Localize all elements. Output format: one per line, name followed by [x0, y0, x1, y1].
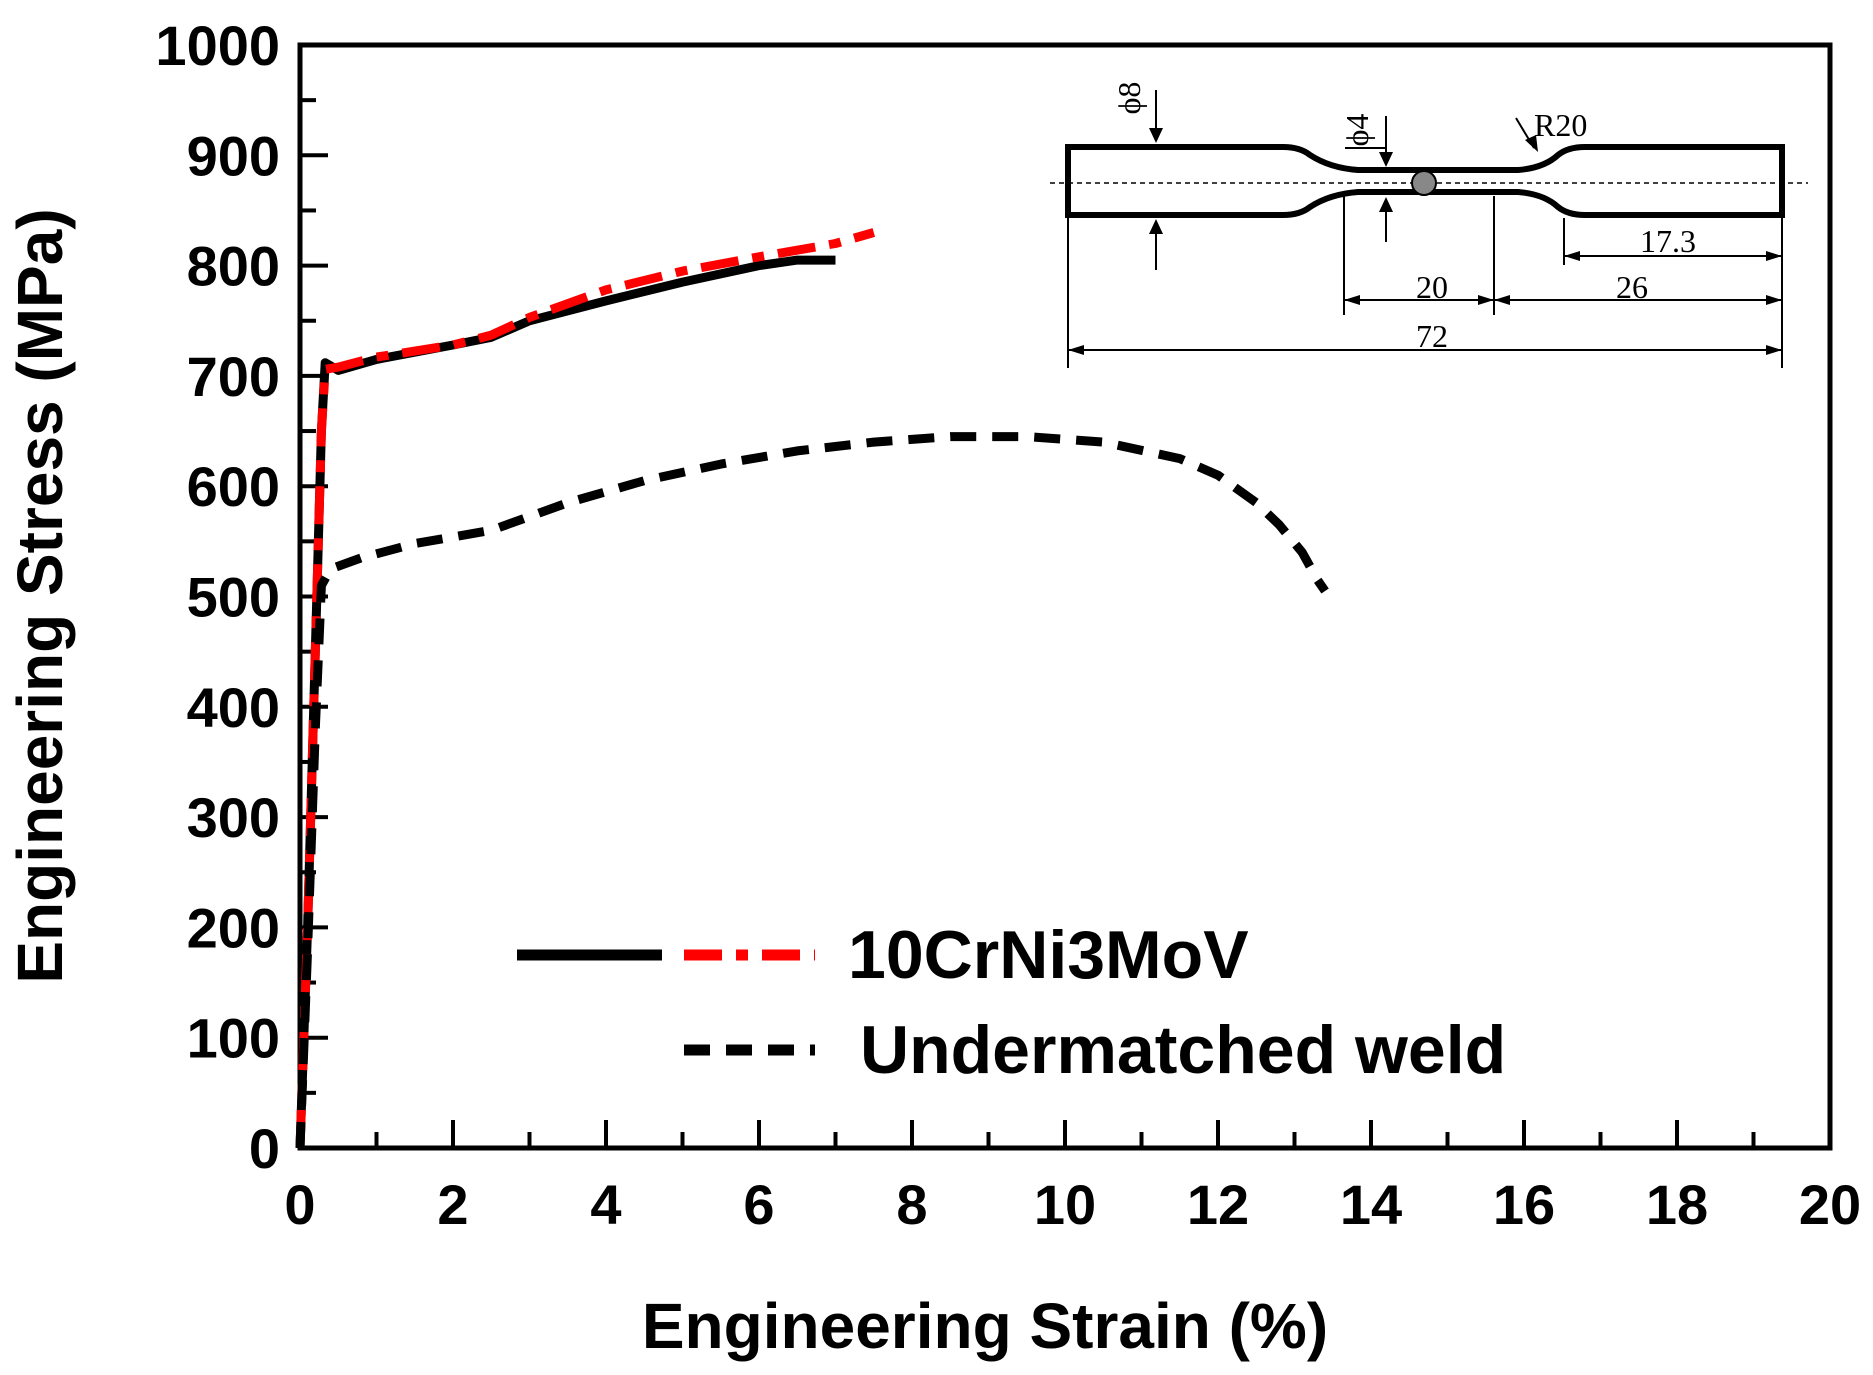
x-tick-label: 2 — [437, 1173, 468, 1236]
x-axis-tick-labels: 0 2 4 6 8 10 12 14 16 18 20 — [284, 1173, 1861, 1236]
x-tick-label: 6 — [743, 1173, 774, 1236]
dim-label-72: 72 — [1416, 318, 1448, 354]
x-tick-label: 18 — [1646, 1173, 1708, 1236]
y-tick-label: 900 — [187, 124, 280, 187]
series-layer — [295, 228, 1329, 1149]
dim-label-17-3: 17.3 — [1640, 223, 1696, 259]
series-line-base-solid — [295, 255, 836, 1149]
y-tick-label: 0 — [249, 1117, 280, 1180]
x-axis-ticks — [298, 1120, 1832, 1148]
legend-label-undermatched-weld: Undermatched weld — [860, 1012, 1506, 1088]
series-line-base-dashdot — [295, 228, 876, 1149]
x-tick-label: 10 — [1034, 1173, 1096, 1236]
y-tick-label: 200 — [187, 896, 280, 959]
y-tick-label: 700 — [187, 345, 280, 408]
x-axis-title: Engineering Strain (%) — [642, 1290, 1328, 1362]
dim-label-26: 26 — [1616, 269, 1648, 305]
y-tick-label: 100 — [187, 1007, 280, 1070]
dim-label-phi8: ϕ8 — [1111, 82, 1147, 115]
weld-marker — [1411, 170, 1437, 196]
x-tick-label: 14 — [1340, 1173, 1402, 1236]
dim-label-phi4: ϕ4 — [1339, 114, 1375, 147]
x-tick-label: 0 — [284, 1173, 315, 1236]
series-line-weld-dashed — [295, 432, 1329, 1149]
specimen-outline — [1065, 144, 1785, 218]
dim-label-20: 20 — [1416, 269, 1448, 305]
x-tick-label: 16 — [1493, 1173, 1555, 1236]
dim-label-r20: R20 — [1534, 107, 1587, 143]
y-tick-label: 1000 — [155, 14, 280, 77]
legend: 10CrNi3MoV Undermatched weld — [517, 917, 1506, 1088]
y-tick-label: 300 — [187, 786, 280, 849]
x-tick-label: 4 — [590, 1173, 621, 1236]
y-tick-label: 600 — [187, 455, 280, 518]
x-tick-label: 20 — [1799, 1173, 1861, 1236]
x-tick-label: 8 — [896, 1173, 927, 1236]
legend-label-base-metal: 10CrNi3MoV — [848, 917, 1249, 993]
y-axis-title: Engineering Stress (MPa) — [4, 208, 76, 983]
y-tick-label: 500 — [187, 566, 280, 629]
y-axis-tick-labels: 0 100 200 300 400 500 600 700 800 900 1000 — [155, 14, 280, 1180]
specimen-geometry-inset: ϕ8 ϕ4 R20 17.3 20 26 — [1050, 82, 1808, 368]
y-tick-label: 400 — [187, 676, 280, 739]
y-tick-label: 800 — [187, 235, 280, 298]
x-tick-label: 12 — [1187, 1173, 1249, 1236]
